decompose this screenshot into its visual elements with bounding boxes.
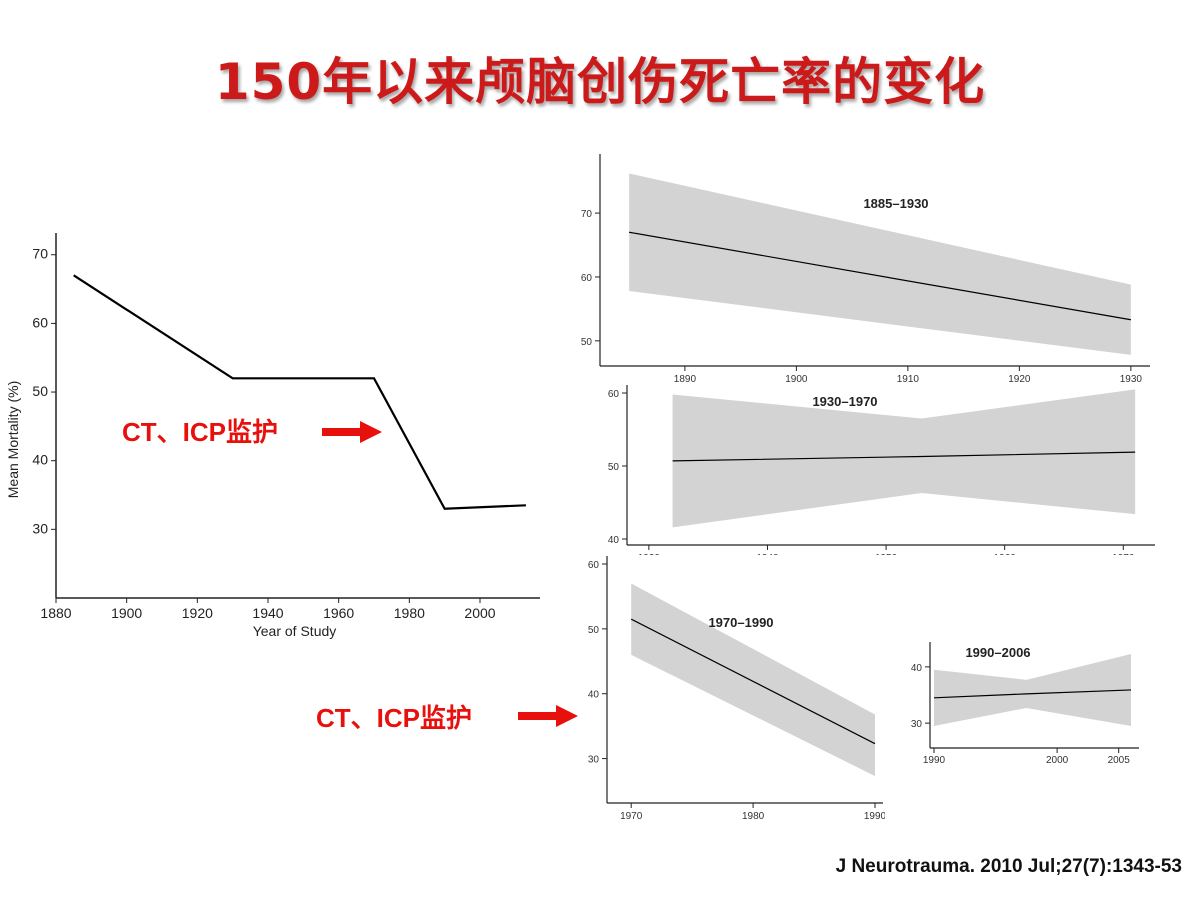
ct-icp-annotation-1: CT、ICP监护 xyxy=(122,417,279,447)
y-tick-label: 40 xyxy=(911,663,923,674)
x-tick-label: 2005 xyxy=(1108,755,1131,765)
panel-title: 1990–2006 xyxy=(965,645,1030,660)
y-tick-label: 50 xyxy=(32,383,48,399)
x-tick-label: 1970 xyxy=(1112,553,1135,555)
confidence-band xyxy=(631,583,875,777)
x-tick-label: 1940 xyxy=(252,605,283,621)
y-tick-label: 60 xyxy=(588,560,600,571)
x-tick-label: 1890 xyxy=(674,374,697,382)
x-tick-label: 1920 xyxy=(182,605,213,621)
panel-1970-1990: 1970 1980 1990 30 40 50 60 1970–1990 xyxy=(588,556,885,822)
y-tick-label: 30 xyxy=(32,520,48,536)
panel-1885-1930: 1890 1900 1910 1920 1930 50 60 70 1885–1930 xyxy=(581,154,1150,382)
x-tick-label: 1970 xyxy=(620,811,643,822)
y-tick-label: 50 xyxy=(581,337,593,348)
confidence-band xyxy=(672,389,1136,528)
y-tick-label: 40 xyxy=(608,535,620,546)
x-tick-label: 1960 xyxy=(994,553,1017,555)
confidence-band xyxy=(934,653,1131,726)
x-axis-title: Year of Study xyxy=(253,623,337,639)
x-tick-label: 2000 xyxy=(464,605,495,621)
panel-1990-2006: 1990 2000 2005 30 40 1990–2006 xyxy=(911,642,1139,765)
panel-title: 1885–1930 xyxy=(863,196,928,211)
y-tick-label: 60 xyxy=(608,389,620,400)
ct-icp-annotation-2: CT、ICP监护 xyxy=(316,703,473,733)
x-tick-label: 1980 xyxy=(742,811,765,822)
y-tick-label: 70 xyxy=(581,209,593,220)
confidence-band xyxy=(629,173,1131,355)
y-tick-label: 30 xyxy=(588,755,600,766)
x-tick-label: 1960 xyxy=(323,605,354,621)
series-line xyxy=(933,689,1132,699)
x-tick-label: 1980 xyxy=(394,605,425,621)
y-tick-label: 60 xyxy=(581,273,593,284)
x-tick-label: 1940 xyxy=(756,553,779,555)
panel-title: 1930–1970 xyxy=(812,394,877,409)
y-tick-label: 70 xyxy=(32,246,48,262)
y-axis-title: Mean Mortality (%) xyxy=(5,381,21,498)
y-tick-label: 30 xyxy=(911,719,923,730)
x-tick-label: 1930 xyxy=(1120,374,1143,382)
x-tick-label: 1880 xyxy=(40,605,71,621)
series-line xyxy=(629,231,1131,321)
x-tick-label: 2000 xyxy=(1046,755,1069,765)
y-tick-label: 60 xyxy=(32,314,48,330)
x-tick-label: 1950 xyxy=(875,553,898,555)
x-tick-label: 1900 xyxy=(785,374,808,382)
series-line xyxy=(672,451,1136,462)
y-tick-label: 40 xyxy=(32,452,48,468)
panel-1930-1970: 1930 1940 1950 1960 1970 40 50 60 1930–1970 xyxy=(608,385,1155,555)
citation: J Neurotrauma. 2010 Jul;27(7):1343-53 xyxy=(835,856,1182,877)
y-tick-label: 50 xyxy=(588,625,600,636)
mortality-trend-chart: 1880 1900 1920 1940 1960 1980 2000 30 40 50 60 70 Ye… xyxy=(5,233,540,639)
x-tick-label: 1910 xyxy=(897,374,920,382)
x-tick-label: 1900 xyxy=(111,605,142,621)
slide-title: 150年以来颅脑创伤死亡率的变化 xyxy=(214,53,986,111)
series-line xyxy=(630,618,876,745)
arrow-icon xyxy=(518,705,578,727)
x-tick-label: 1990 xyxy=(864,811,885,822)
arrow-icon xyxy=(322,421,382,443)
x-tick-label: 1990 xyxy=(923,755,946,765)
x-tick-label: 1920 xyxy=(1008,374,1031,382)
x-tick-label: 1930 xyxy=(638,553,661,555)
panel-title: 1970–1990 xyxy=(708,615,773,630)
series-line xyxy=(73,274,526,510)
y-tick-label: 40 xyxy=(588,690,600,701)
y-tick-label: 50 xyxy=(608,462,620,473)
